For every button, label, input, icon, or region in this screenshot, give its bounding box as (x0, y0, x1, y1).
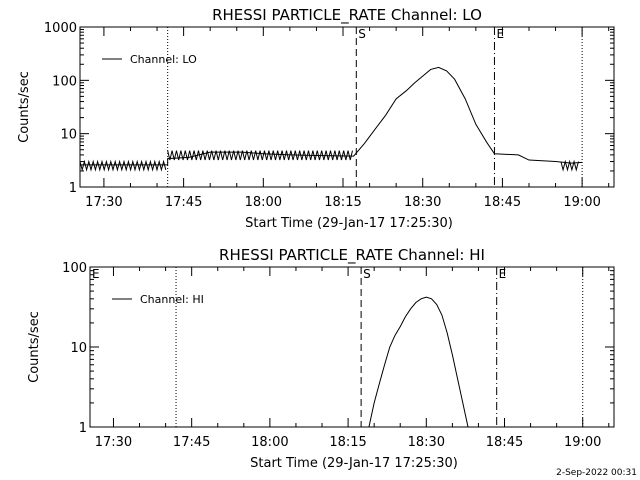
x-tick-label: 17:45 (165, 195, 202, 210)
plot-frame (79, 26, 615, 188)
x-tick-label: 18:45 (486, 435, 523, 450)
y-tick-label: 1000 (44, 21, 77, 36)
x-tick-label: 19:00 (563, 195, 600, 210)
x-axis-label: Start Time (29-Jan-17 17:25:30) (245, 216, 453, 231)
series-noise (79, 159, 167, 172)
legend-label: Channel: LO (130, 53, 197, 66)
time-marker-label: E (92, 267, 100, 281)
series-line (368, 296, 469, 428)
y-axis-label: Counts/sec (27, 311, 42, 383)
legend-label: Channel: HI (140, 293, 204, 306)
panel-hi: RHESSI PARTICLE_RATE Channel: HI Start Ti… (27, 246, 615, 471)
y-tick-label: 10 (70, 341, 87, 356)
x-tick-label: 18:00 (251, 435, 288, 450)
x-tick-label: 17:30 (95, 435, 132, 450)
x-tick-label: 19:00 (564, 435, 601, 450)
x-tick-label: 18:45 (484, 195, 521, 210)
plot-frame (89, 266, 615, 428)
y-tick-label: 100 (62, 261, 87, 276)
x-tick-label: 18:30 (404, 195, 441, 210)
x-tick-label: 18:00 (245, 195, 282, 210)
series-line (80, 66, 583, 166)
x-tick-label: 17:45 (173, 435, 210, 450)
date-stamp: 2-Sep-2022 00:31 (556, 468, 637, 478)
x-tick-label: 18:30 (408, 435, 445, 450)
series-noise (167, 150, 353, 161)
time-marker-label: E (496, 27, 504, 41)
y-tick-label: 100 (52, 74, 77, 89)
y-tick-label: 1 (79, 421, 87, 436)
y-tick-label: 1 (69, 181, 77, 196)
x-tick-label: 18:15 (329, 435, 366, 450)
time-marker-label: E (499, 267, 507, 281)
panel-lo: RHESSI PARTICLE_RATE Channel: LO Start Ti… (17, 6, 615, 231)
x-tick-label: 18:15 (324, 195, 361, 210)
time-marker-label: S (363, 267, 371, 281)
series-noise (560, 159, 579, 172)
time-marker-label: S (358, 27, 366, 41)
y-axis-label: Counts/sec (17, 71, 32, 143)
x-tick-label: 17:30 (85, 195, 122, 210)
y-tick-label: 10 (60, 128, 77, 143)
x-axis-label: Start Time (29-Jan-17 17:25:30) (250, 456, 458, 471)
chart-title: RHESSI PARTICLE_RATE Channel: LO (212, 6, 482, 25)
chart-title: RHESSI PARTICLE_RATE Channel: HI (219, 246, 485, 265)
